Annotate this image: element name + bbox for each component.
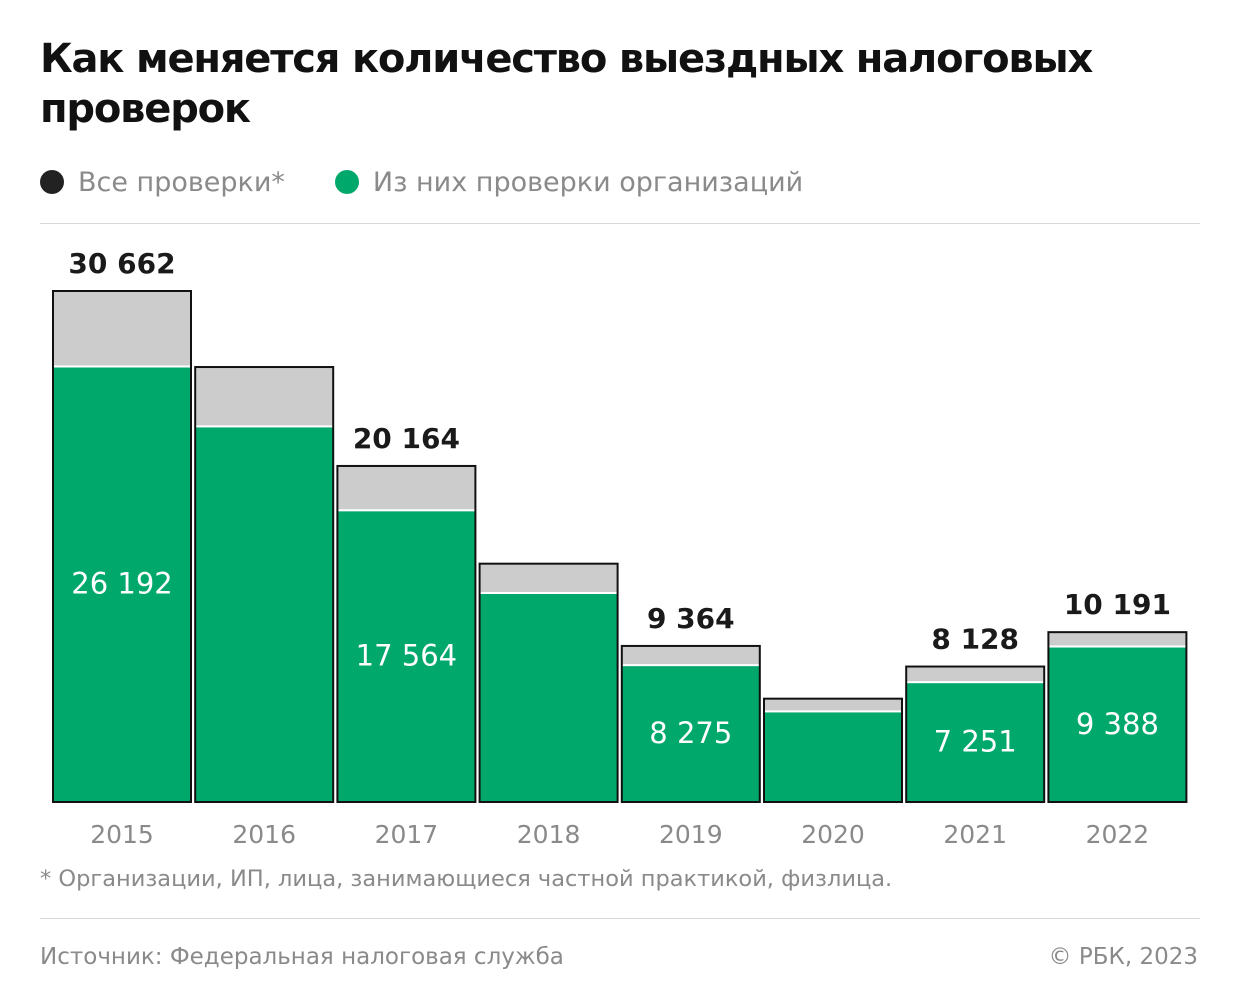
top-divider [40,223,1200,224]
x-tick-label-2021: 2021 [943,820,1007,849]
bar-org-2015 [53,367,191,802]
x-tick-label-2017: 2017 [375,820,439,849]
bar-outline-2019 [620,644,761,804]
bar-outline-2015 [52,290,192,803]
bar-org-2016 [195,427,334,802]
x-tick-label-2019: 2019 [659,820,723,849]
bar-org-2017 [337,511,476,802]
bar-outline-2018 [478,562,619,803]
footnote: * Организации, ИП, лица, занимающиеся ча… [40,866,893,892]
copyright: © РБК, 2023 [1048,944,1198,970]
chart-title: Как меняется количество выездных налогов… [40,36,1093,132]
bar-org-2020 [764,712,902,802]
x-tick-label-2015: 2015 [90,820,154,849]
legend-dot-org-icon [334,170,359,194]
bar-org-2019 [621,666,760,802]
legend-item-org: Из них проверки организаций [334,166,804,198]
bar-org-2022 [1048,647,1187,802]
bar-outline-2021 [905,665,1046,803]
bottom-divider [40,918,1200,919]
bar-outline-2022 [1047,631,1188,803]
x-tick-label-2020: 2020 [801,820,865,849]
data-label-total-2021: 8 128 [931,623,1019,656]
x-tick-label-2016: 2016 [232,820,296,849]
data-label-total-2022: 10 191 [1064,588,1171,621]
bar-org-2021 [906,683,1045,802]
source-note: Источник: Федеральная налоговая служба [40,944,564,970]
bar-org-2018 [479,594,618,802]
data-label-total-2015: 30 662 [68,247,175,280]
bar-outline-2017 [336,464,477,803]
x-tick-label-2018: 2018 [517,820,581,849]
legend-item-all: Все проверки* [40,167,285,198]
bar-outline-2020 [763,697,903,803]
data-label-org-2015: 26 192 [71,567,172,601]
data-label-total-2019: 9 364 [647,602,735,635]
data-label-total-2017: 20 164 [353,422,460,455]
data-label-org-2017: 17 564 [356,639,457,673]
bar-outline-2016 [194,366,335,803]
bar-chart: 30 662 26 192 2015 2016 20 164 17 564 2017 2018… [52,247,1188,849]
x-tick-label-2022: 2022 [1086,820,1150,849]
data-label-org-2022: 9 388 [1076,707,1159,741]
legend-label-all: Все проверки* [78,166,285,198]
data-label-org-2019: 8 275 [649,716,732,750]
data-label-org-2021: 7 251 [934,725,1017,759]
legend-dot-all-icon [40,170,64,194]
legend: Все проверки* Из них проверки организаци… [40,162,853,202]
legend-label-org: Из них проверки организаций [372,166,804,198]
